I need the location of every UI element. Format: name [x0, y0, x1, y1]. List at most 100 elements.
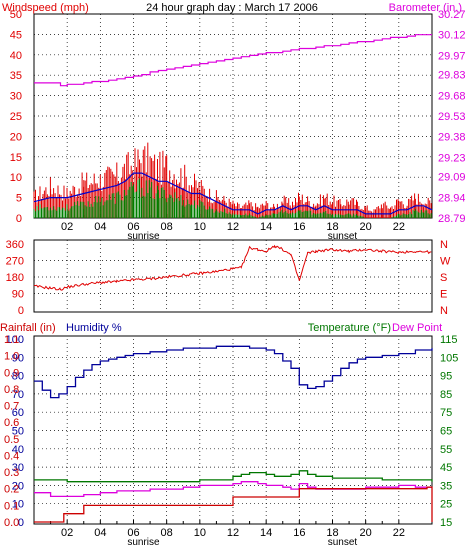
rainfall-y-tick-label: 0.4: [4, 450, 19, 462]
humidity-x-tick-label: 16: [293, 527, 305, 539]
barometer-y-tick-label: 30.27: [438, 9, 465, 21]
rainfall-y-tick-label: 0.3: [4, 467, 19, 479]
temperature-y-tick-label: 55: [440, 444, 452, 456]
rainfall-y-tick-label: 0.9: [4, 367, 19, 379]
direction-y-tick-label: 270: [6, 256, 24, 268]
direction-y-tick-label: 180: [6, 272, 24, 284]
wind-x-tick-label: 22: [393, 221, 405, 233]
wind-x-tick-label: 06: [127, 221, 139, 233]
humidity-x-tick-label: 10: [194, 527, 206, 539]
humidity-y-tick-label: 0: [18, 517, 24, 529]
dew-point-axis-label: Dew Point: [392, 322, 442, 334]
wind-y-tick-label: 40: [10, 50, 22, 62]
direction-y-tick-label: 360: [6, 239, 24, 251]
wind-x-tick-label: 04: [94, 221, 106, 233]
barometer-line: [34, 34, 432, 87]
barometer-axis-label: Barometer (in.): [389, 2, 462, 14]
humidity-x-tick-label: 14: [260, 527, 272, 539]
barometer-y-tick-label: 29.09: [438, 172, 465, 184]
temperature-axis-label: Temperature (°F): [308, 322, 391, 334]
barometer-y-tick-label: 29.23: [438, 152, 465, 164]
humidity-x-tick-label: 12: [227, 527, 239, 539]
humidity-y-tick-label: 50: [12, 426, 24, 438]
humidity-y-tick-label: 40: [12, 444, 24, 456]
wind-x-tick-label: 12: [227, 221, 239, 233]
axis-ticks: 0 5 10 15 20 25 30 35 40 45 50 28.79 28.94 29.09 29.23…: [4, 9, 465, 548]
humidity-axis-label: Humidity %: [66, 322, 122, 334]
temperature-y-tick-label: 75: [440, 407, 452, 419]
humidity-x-tick-label: 22: [393, 527, 405, 539]
humidity-y-tick-label: 100: [6, 334, 24, 346]
humidity-plot-area: [34, 345, 433, 523]
wind-x-tick-label: 02: [61, 221, 73, 233]
barometer-y-tick-label: 29.97: [438, 50, 465, 62]
temperature-y-tick-label: 35: [440, 480, 452, 492]
barometer-y-tick-label: 29.68: [438, 90, 465, 102]
rainfall-y-tick-label: 0.2: [4, 484, 19, 496]
wind-y-tick-label: 45: [10, 29, 22, 41]
rainfall-y-tick-label: 0.0: [4, 517, 19, 529]
humidity-y-tick-label: 60: [12, 407, 24, 419]
humidity-y-tick-label: 70: [12, 389, 24, 401]
temperature-y-tick-label: 95: [440, 371, 452, 383]
barometer-y-tick-label: 29.53: [438, 111, 465, 123]
barometer-y-tick-label: 28.79: [438, 213, 465, 225]
direction-plot-area: [33, 244, 432, 291]
compass-label: N: [440, 239, 448, 251]
temperature-y-tick-label: 115: [440, 334, 458, 346]
rainfall-axis-label: Rainfall (in): [0, 322, 56, 334]
wind-y-tick-label: 30: [10, 91, 22, 103]
rainfall-line: [34, 486, 433, 523]
temperature-y-tick-label: 15: [440, 517, 452, 529]
wind-x-tick-label: 18: [326, 221, 338, 233]
wind-y-tick-label: 25: [10, 111, 22, 123]
humidity-x-tick-label: 06: [127, 527, 139, 539]
temperature-y-tick-label: 65: [440, 426, 452, 438]
rainfall-y-tick-label: 1.0: [4, 351, 19, 363]
humidity-sunrise-label: sunrise: [127, 537, 160, 548]
wind-y-tick-label: 35: [10, 70, 22, 82]
rainfall-y-tick-label: 0.1: [4, 500, 19, 512]
barometer-y-tick-label: 30.12: [438, 30, 465, 42]
rainfall-y-tick-label: 0.5: [4, 434, 19, 446]
humidity-x-tick-label: 08: [161, 527, 173, 539]
wind-average-line: [33, 172, 433, 215]
wind-x-tick-label: 10: [194, 221, 206, 233]
windspeed-axis-label: Windspeed (mph): [2, 2, 89, 14]
compass-label: N: [440, 305, 448, 317]
humidity-x-tick-label: 04: [94, 527, 106, 539]
rainfall-y-tick-label: 0.7: [4, 401, 19, 413]
wind-y-tick-label: 5: [16, 193, 22, 205]
compass-label: W: [440, 256, 451, 268]
wind-x-tick-label: 16: [293, 221, 305, 233]
rainfall-y-tick-label: 1.1: [4, 334, 19, 346]
direction-y-tick-label: 0: [18, 305, 24, 317]
humidity-sunset-label: sunset: [328, 537, 358, 548]
rainfall-y-tick-label: 0.8: [4, 384, 19, 396]
humidity-y-tick-label: 10: [12, 499, 24, 511]
humidity-line: [34, 345, 433, 399]
compass-label: S: [440, 272, 447, 284]
barometer-y-tick-label: 29.83: [438, 70, 465, 82]
wind-y-tick-label: 0: [16, 213, 22, 225]
humidity-x-tick-label: 02: [61, 527, 73, 539]
direction-y-tick-label: 90: [12, 289, 24, 301]
wind-sunrise-label: sunrise: [127, 231, 160, 242]
temperature-line: [34, 470, 433, 483]
wind-y-tick-label: 15: [10, 152, 22, 164]
wind-y-tick-label: 10: [10, 172, 22, 184]
wind-x-tick-label: 20: [360, 221, 372, 233]
barometer-y-tick-label: 28.94: [438, 192, 465, 204]
wind-plot-area: [33, 34, 433, 218]
humidity-y-tick-label: 90: [12, 352, 24, 364]
wind-y-tick-label: 50: [10, 9, 22, 21]
temperature-y-tick-label: 85: [440, 389, 452, 401]
wind-sunset-label: sunset: [328, 231, 358, 242]
humidity-y-tick-label: 80: [12, 371, 24, 383]
wind-direction-line: [33, 244, 432, 291]
humidity-x-tick-label: 20: [360, 527, 372, 539]
wind-x-tick-label: 14: [260, 221, 272, 233]
temperature-y-tick-label: 25: [440, 499, 452, 511]
compass-label: E: [440, 289, 447, 301]
